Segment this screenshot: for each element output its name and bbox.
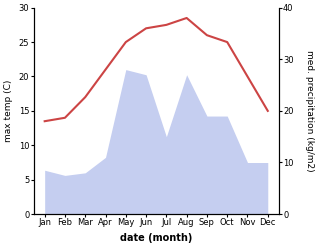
X-axis label: date (month): date (month) — [120, 233, 192, 243]
Y-axis label: med. precipitation (kg/m2): med. precipitation (kg/m2) — [305, 50, 314, 172]
Y-axis label: max temp (C): max temp (C) — [4, 80, 13, 142]
